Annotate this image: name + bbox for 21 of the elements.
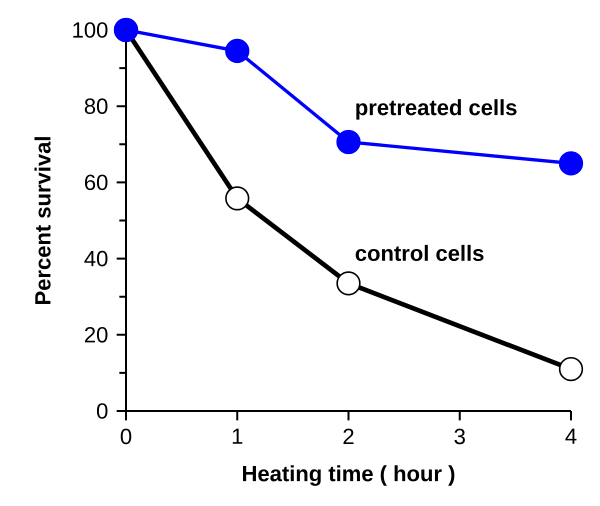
- y-tick-label: 0: [96, 403, 108, 419]
- point: [225, 38, 250, 64]
- x-tick-label: 2: [343, 428, 354, 444]
- point: [225, 186, 250, 211]
- x-axis-title: Heating time ( hour ): [243, 465, 454, 486]
- point: [336, 271, 361, 296]
- point: [558, 356, 584, 382]
- x-tick-label: 4: [565, 428, 576, 444]
- x-tick-label: 3: [454, 428, 465, 444]
- point: [336, 130, 361, 154]
- series-label: control cells: [356, 244, 484, 262]
- y-tick-label: 20: [84, 326, 108, 343]
- y-tick-label: 40: [84, 250, 108, 266]
- point: [558, 151, 584, 176]
- y-tick-label: 100: [73, 22, 108, 38]
- series-label: pretreated cells: [356, 99, 517, 120]
- y-tick-label: 60: [84, 174, 108, 190]
- y-tick-label: 80: [84, 98, 108, 114]
- x-tick-label: 0: [120, 428, 132, 444]
- x-tick-label: 1: [232, 428, 242, 444]
- y-axis-title: Percent survival: [34, 137, 51, 304]
